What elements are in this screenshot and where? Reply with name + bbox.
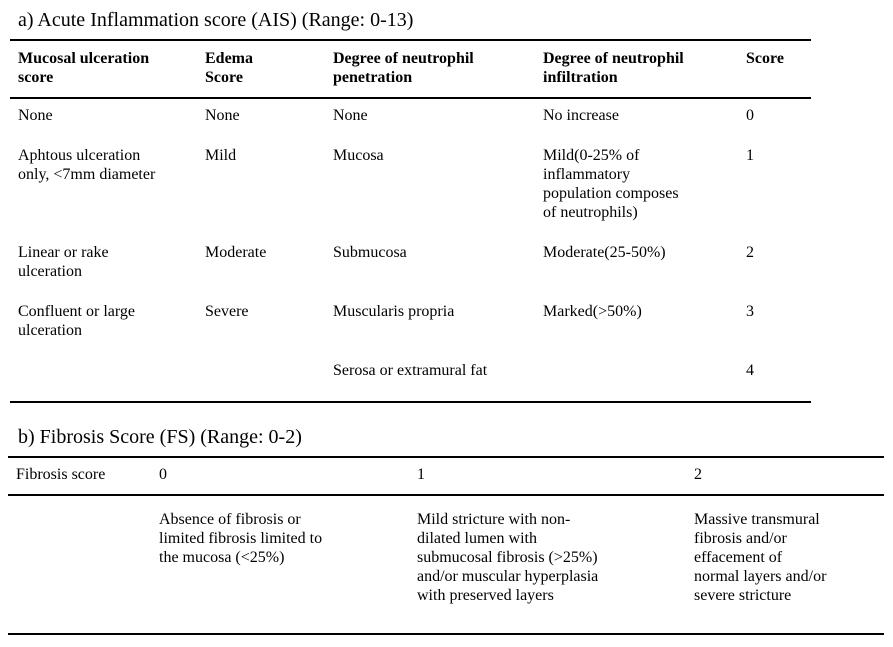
cell-penetration: Submucosa [333,244,407,261]
cell-mucosal-ulceration [10,361,205,402]
cell-score: 0 [746,107,754,124]
table-a-row-score2: Linear or rake ulceration Moderate Submu… [10,243,811,302]
table-a-row-score0: None None None No increase 0 [10,98,811,146]
header-mucosal-ulceration-score: Mucosal ulceration score [18,50,150,86]
header-fibrosis-score: Fibrosis score [16,466,106,483]
cell-edema: Mild [205,147,237,164]
cell-infiltration: Moderate(25-50%) [543,244,666,261]
cell-infiltration [543,361,746,402]
header-edema-score: Edema Score [205,50,253,86]
cell-score: 2 [746,244,754,261]
cell-mucosal-ulceration: Aphtous ulceration only, <7mm diameter [18,147,156,183]
cell-edema: None [205,107,240,124]
table-b-header-row: Fibrosis score 0 1 2 [8,457,884,495]
cell-edema [205,361,333,402]
cell-score: 1 [746,147,754,164]
cell-penetration: Serosa or extramural fat [333,362,488,379]
cell-mucosal-ulceration: Linear or rake ulceration [18,244,109,280]
cell-infiltration: No increase [543,107,619,124]
cell-penetration: Mucosa [333,147,384,164]
cell-fibrosis-label [8,495,159,634]
cell-mucosal-ulceration: None [18,107,53,124]
table-a-row-score4: Serosa or extramural fat 4 [10,361,811,402]
cell-penetration: None [333,107,368,124]
table-a-row-score1: Aphtous ulceration only, <7mm diameter M… [10,146,811,243]
cell-infiltration: Mild(0-25% of inflammatory population co… [543,147,679,221]
table-a-row-score3: Confluent or large ulceration Severe Mus… [10,302,811,361]
table-b-fibrosis-score: Fibrosis score 0 1 2 Absence of fibrosis… [8,456,884,635]
table-a-header-row: Mucosal ulceration score Edema Score Deg… [10,40,811,98]
header-neutrophil-penetration: Degree of neutrophil penetration [333,50,474,86]
cell-mucosal-ulceration: Confluent or large ulceration [18,303,136,339]
table-b-title: b) Fibrosis Score (FS) (Range: 0-2) [18,426,302,448]
cell-score: 3 [746,303,754,320]
cell-penetration: Muscularis propria [333,303,455,320]
header-fs-2: 2 [694,466,702,483]
header-fs-1: 1 [417,466,425,483]
cell-infiltration: Marked(>50%) [543,303,642,320]
cell-fs0-definition: Absence of fibrosis or limited fibrosis … [159,511,323,566]
table-a-acute-inflammation-score: Mucosal ulceration score Edema Score Deg… [10,39,811,403]
cell-score: 4 [746,362,754,379]
cell-fs2-definition: Massive transmural fibrosis and/or effac… [694,511,827,604]
table-a-title: a) Acute Inflammation score (AIS) (Range… [18,9,414,31]
header-fs-0: 0 [159,466,167,483]
header-score: Score [746,50,784,67]
cell-edema: Moderate [205,244,267,261]
cell-edema: Severe [205,303,249,320]
table-b-definitions-row: Absence of fibrosis or limited fibrosis … [8,495,884,634]
header-neutrophil-infiltration: Degree of neutrophil infiltration [543,50,684,86]
cell-fs1-definition: Mild stricture with non- dilated lumen w… [417,511,599,604]
